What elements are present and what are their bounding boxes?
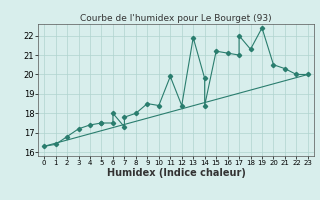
X-axis label: Humidex (Indice chaleur): Humidex (Indice chaleur) [107,168,245,178]
Title: Courbe de l'humidex pour Le Bourget (93): Courbe de l'humidex pour Le Bourget (93) [80,14,272,23]
